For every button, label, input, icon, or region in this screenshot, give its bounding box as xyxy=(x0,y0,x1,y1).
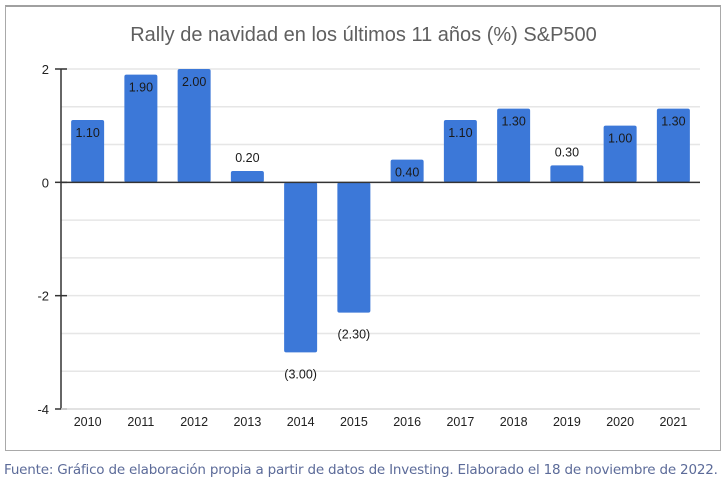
x-tick-label: 2019 xyxy=(553,415,581,429)
data-label: 1.10 xyxy=(75,126,99,140)
x-tick-label: 2011 xyxy=(127,415,154,429)
bar-2014 xyxy=(284,182,318,353)
y-tick-label: 0 xyxy=(42,175,49,190)
x-tick-label: 2010 xyxy=(74,415,102,429)
x-tick-label: 2015 xyxy=(340,415,368,429)
x-tick-label: 2017 xyxy=(446,415,474,429)
data-label: 0.30 xyxy=(555,145,579,159)
data-label: 1.30 xyxy=(661,115,685,129)
x-tick-label: 2013 xyxy=(233,415,261,429)
bar-2012 xyxy=(177,69,211,183)
bar-2017 xyxy=(443,120,477,183)
data-label: 1.00 xyxy=(608,132,632,146)
bar-2019 xyxy=(550,165,584,183)
y-tick-label: -4 xyxy=(37,402,49,417)
x-tick-label: 2021 xyxy=(659,415,687,429)
bar-2021 xyxy=(656,108,690,183)
data-label: 1.90 xyxy=(129,81,153,95)
bar-2018 xyxy=(497,108,531,183)
bar-2010 xyxy=(71,120,105,183)
x-tick-label: 2020 xyxy=(606,415,634,429)
y-tick-label: -2 xyxy=(37,289,49,304)
data-label: (2.30) xyxy=(338,328,371,342)
data-label: (3.00) xyxy=(284,367,317,381)
x-tick-label: 2018 xyxy=(500,415,528,429)
data-label: 0.40 xyxy=(395,166,419,180)
bar-2015 xyxy=(337,182,371,313)
y-tick-label: 2 xyxy=(42,62,49,77)
data-label: 1.10 xyxy=(448,126,472,140)
x-tick-label: 2014 xyxy=(287,415,315,429)
bar-2013 xyxy=(230,171,264,183)
data-label: 2.00 xyxy=(182,75,206,89)
bar-2011 xyxy=(124,74,158,183)
data-label: 0.20 xyxy=(235,151,259,165)
bar-2016 xyxy=(390,159,424,183)
data-label: 1.30 xyxy=(501,115,525,129)
bar-2020 xyxy=(603,125,637,183)
x-tick-label: 2012 xyxy=(180,415,208,429)
x-tick-label: 2016 xyxy=(393,415,421,429)
chart-title: Rally de navidad en los últimos 11 años … xyxy=(130,24,597,46)
source-caption: Fuente: Gráfico de elaboración propia a … xyxy=(4,462,718,478)
